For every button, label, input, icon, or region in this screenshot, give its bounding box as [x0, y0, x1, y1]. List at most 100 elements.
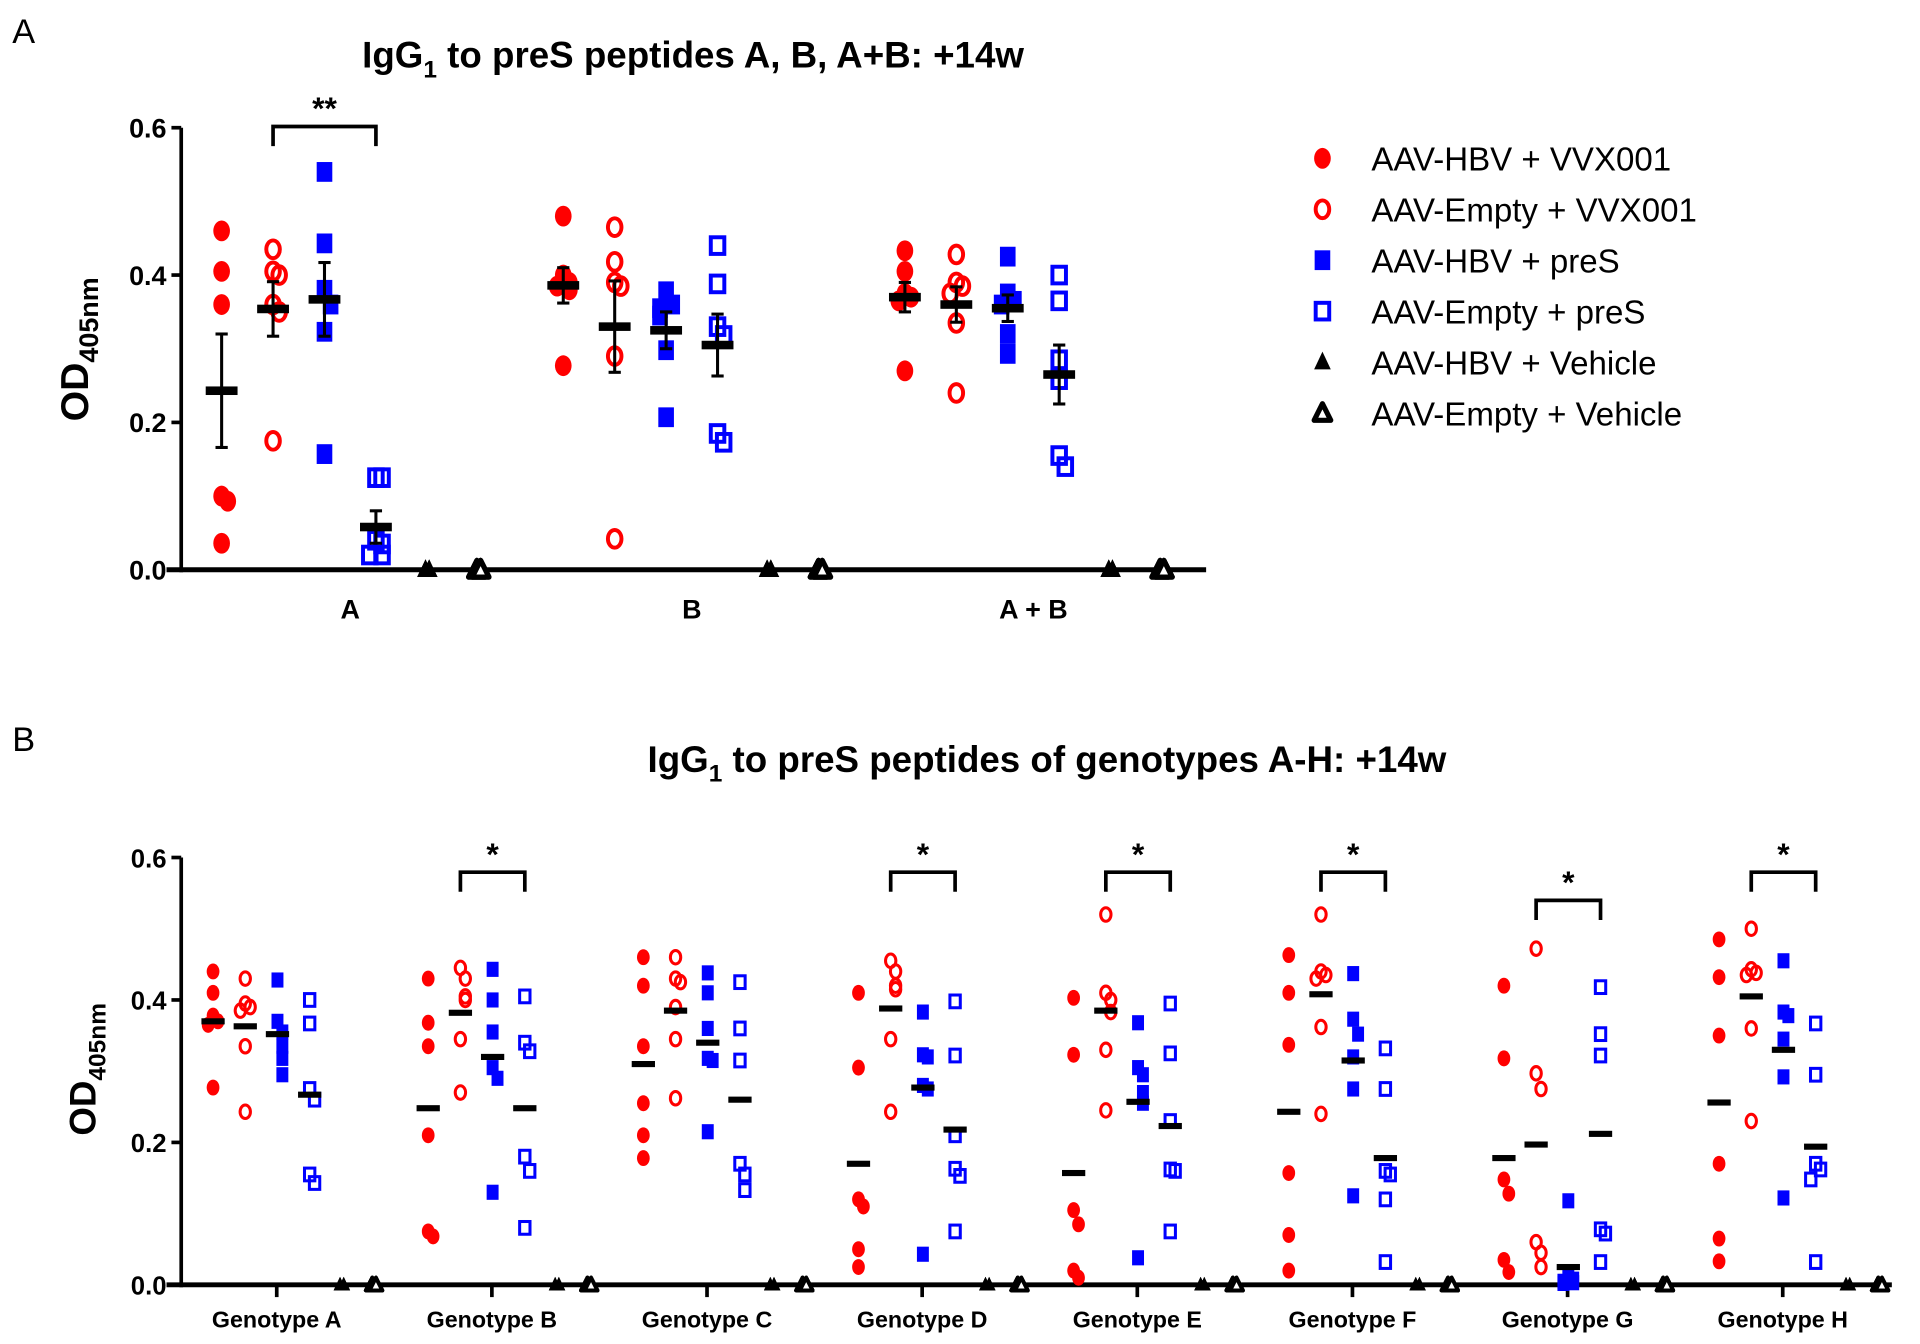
data-point: [1352, 1026, 1365, 1042]
data-point: [1282, 947, 1296, 964]
data-point: [1739, 966, 1754, 984]
significance-label: *: [486, 836, 499, 872]
data-point: [1777, 1031, 1790, 1047]
data-point: [1050, 290, 1068, 312]
data-point: [1777, 1190, 1790, 1206]
data-point: [916, 1246, 929, 1262]
data-point: [1557, 1275, 1570, 1291]
panel-label-b: B: [12, 721, 35, 759]
data-point: [1228, 1275, 1245, 1293]
data-point: [1314, 906, 1328, 923]
y-axis-label-b: OD405nm: [63, 1003, 112, 1136]
data-point: [1072, 1269, 1085, 1286]
series-group-0: [1707, 931, 1731, 1270]
data-point: [1282, 984, 1296, 1001]
data-point: [668, 1030, 683, 1048]
data-point: [1132, 1250, 1145, 1266]
series-group-3: [1588, 979, 1613, 1270]
series-group-0: [547, 205, 580, 377]
data-point: [486, 1184, 499, 1200]
data-point: [636, 977, 650, 994]
mean-bar: [1126, 1098, 1150, 1105]
data-point: [1502, 1264, 1516, 1280]
data-point: [213, 220, 230, 242]
data-point: [1347, 1049, 1360, 1065]
data-point: [264, 430, 282, 452]
data-point: [276, 1050, 289, 1066]
data-point: [1282, 1262, 1296, 1279]
data-point: [999, 246, 1016, 267]
series-group-4: [548, 1276, 566, 1291]
x-tick-label: Genotype B: [427, 1307, 557, 1333]
data-point: [213, 532, 230, 554]
series-group-1: [1739, 920, 1763, 1130]
data-point: [1197, 1276, 1211, 1291]
data-point: [668, 1089, 683, 1107]
data-point: [1744, 1112, 1758, 1130]
series-group-4: [1194, 1276, 1211, 1291]
data-point: [733, 1052, 747, 1069]
series-group-0: [631, 949, 655, 1167]
series-group-1: [233, 970, 257, 1121]
series-group-1: [448, 959, 473, 1101]
series-group-2: [1126, 1015, 1150, 1266]
legend-marker-open-triangle-icon: [1311, 401, 1334, 423]
significance-label: *: [917, 836, 930, 872]
x-tick-label: A: [340, 595, 359, 625]
data-point: [852, 1059, 865, 1076]
data-point: [421, 1038, 435, 1055]
series-group-4: [417, 559, 438, 578]
data-point: [1104, 559, 1121, 578]
series-group-2: [991, 246, 1024, 364]
data-point: [1593, 979, 1608, 996]
y-tick-label: 0.6: [131, 845, 167, 873]
data-point: [708, 235, 727, 256]
data-point: [1658, 1275, 1676, 1293]
mean-bar: [911, 1084, 935, 1091]
data-point: [1808, 1254, 1823, 1270]
series-group-5: [1009, 1275, 1030, 1293]
data-point: [276, 1067, 289, 1083]
data-point: [1843, 1276, 1857, 1291]
y-tick-label: 0.6: [129, 114, 166, 144]
data-point: [554, 355, 572, 377]
series-group-5: [807, 557, 834, 580]
series-group-1: [257, 238, 289, 452]
series-group-2: [911, 1004, 935, 1262]
mean-bar: [298, 1091, 322, 1098]
data-point: [233, 1002, 248, 1019]
data-point: [999, 324, 1016, 344]
data-point: [518, 1148, 532, 1165]
mean-bar: [1524, 1141, 1548, 1148]
data-point: [852, 1259, 865, 1276]
data-point: [1099, 1102, 1113, 1119]
data-point: [1347, 1011, 1360, 1027]
mean-bar: [1373, 1155, 1398, 1162]
data-point: [668, 948, 683, 966]
data-point: [1067, 989, 1080, 1006]
data-point: [1136, 1067, 1149, 1083]
mean-bar: [1094, 1007, 1118, 1014]
significance-bracket: [271, 124, 378, 147]
data-point: [1534, 1258, 1548, 1276]
series-group-5: [1439, 1275, 1460, 1293]
series-group-5: [1869, 1275, 1891, 1293]
y-tick-label: 0.2: [129, 408, 166, 438]
data-point: [420, 559, 438, 578]
data-point: [1777, 953, 1790, 969]
legend-item: AAV-Empty + preS: [1313, 294, 1645, 331]
significance-bracket: [458, 870, 527, 892]
data-point: [213, 260, 230, 282]
data-point: [857, 1198, 870, 1215]
series-group-3: [298, 992, 322, 1191]
data-point: [1593, 1047, 1608, 1064]
data-point: [664, 294, 681, 315]
data-point: [706, 1052, 719, 1069]
series-group-0: [201, 963, 225, 1096]
data-point: [982, 1276, 996, 1291]
data-point: [1099, 1041, 1113, 1059]
data-point: [206, 984, 220, 1001]
data-point: [762, 559, 780, 578]
series-group-2: [1771, 953, 1796, 1206]
mean-bar: [448, 1009, 473, 1016]
